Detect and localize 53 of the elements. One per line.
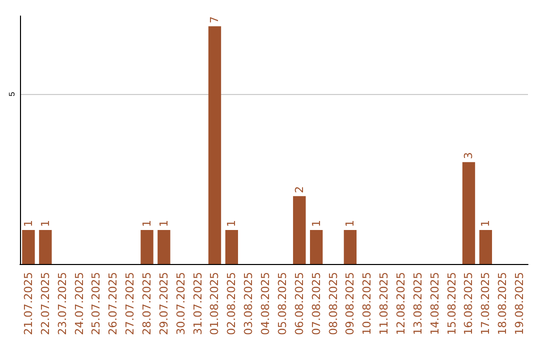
x-tick-label: 30.07.2025 [174,272,188,336]
data-label: 1 [157,220,170,228]
x-tick-label: 14.08.2025 [428,272,442,336]
bar [344,230,357,264]
data-label: 1 [344,220,357,228]
x-tick-label: 28.07.2025 [140,272,154,336]
x-tick-label: 19.08.2025 [513,272,526,336]
x-tick-label: 21.07.2025 [22,272,35,336]
x-tick-label: 11.08.2025 [378,272,391,336]
x-tick-label: 31.07.2025 [191,272,204,336]
x-tick-label: 22.07.2025 [38,272,52,336]
x-tick-label: 25.07.2025 [90,272,103,336]
bar [310,230,323,264]
x-tick-label: 13.08.2025 [411,272,424,336]
bar [158,230,170,264]
data-label: 1 [225,220,238,228]
x-tick-label: 04.08.2025 [259,272,272,336]
data-label: 2 [292,186,306,194]
x-tick-label: 06.08.2025 [292,272,306,336]
x-tick-label: 10.08.2025 [360,272,374,336]
bar [225,230,238,264]
data-label: 1 [479,220,492,228]
bar [208,26,222,264]
bar [22,230,35,264]
data-label: 1 [38,220,52,228]
x-tick-label: 24.07.2025 [72,272,86,336]
bar [39,230,52,264]
x-tick-label: 17.08.2025 [479,272,492,336]
y-tick-label: 5 [8,91,16,96]
data-label: 7 [208,16,222,24]
x-tick-label: 18.08.2025 [496,272,510,336]
x-tick-label: 27.07.2025 [124,272,137,336]
x-tick-label: 09.08.2025 [344,272,357,336]
x-tick-label: 16.08.2025 [462,272,476,336]
x-tick-label: 01.08.2025 [208,272,222,336]
data-label: 1 [140,220,154,228]
x-tick-label: 03.08.2025 [242,272,256,336]
data-label: 3 [462,152,476,160]
data-label: 1 [22,220,35,228]
bar [479,230,492,264]
x-tick-label: 12.08.2025 [394,272,408,336]
x-tick-label: 26.07.2025 [106,272,120,336]
x-tick-label: 02.08.2025 [225,272,238,336]
x-tick-label: 05.08.2025 [276,272,289,336]
data-label: 1 [310,220,323,228]
bar [293,196,306,264]
x-tick-label: 08.08.2025 [326,272,340,336]
bar [140,230,154,264]
x-tick-label: 29.07.2025 [157,272,170,336]
x-tick-label: 15.08.2025 [445,272,458,336]
x-tick-label: 07.08.2025 [310,272,323,336]
bar [462,162,476,264]
x-tick-label: 23.07.2025 [56,272,69,336]
